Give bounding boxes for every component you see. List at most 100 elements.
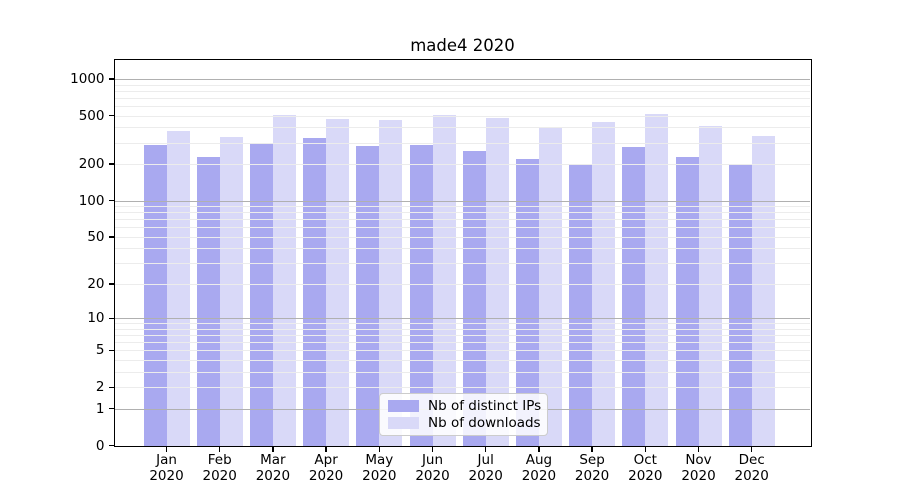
y-tick-mark (108, 317, 114, 319)
minor-gridline (115, 142, 810, 144)
major-gridline (115, 78, 810, 80)
y-tick-label: 0 (95, 437, 105, 454)
minor-gridline (115, 323, 810, 325)
minor-gridline (115, 97, 810, 99)
y-tick-label: 10 (87, 310, 105, 327)
minor-gridline (115, 371, 810, 373)
minor-gridline (115, 115, 810, 117)
minor-gridline (115, 84, 810, 86)
bar-may-distinct-ips (356, 145, 380, 446)
x-tick-mark (165, 447, 168, 452)
minor-gridline (115, 127, 810, 129)
minor-gridline (115, 263, 810, 265)
x-tick-label-oct: Oct 2020 (628, 451, 663, 485)
legend-item-downloads: Nb of downloads (388, 415, 541, 432)
x-tick-label-aug: Aug 2020 (521, 451, 557, 485)
x-tick-label-dec: Dec 2020 (734, 451, 769, 485)
bar-mar-downloads (272, 114, 296, 446)
x-tick-mark (591, 447, 593, 452)
x-tick-label-mar: Mar 2020 (255, 451, 291, 485)
minor-gridline (115, 387, 810, 389)
x-tick-mark (485, 447, 487, 452)
x-tick-label-jul: Jul 2020 (468, 451, 503, 485)
y-tick-label: 20 (87, 275, 105, 292)
x-tick-mark (219, 447, 221, 452)
y-tick-mark (108, 386, 114, 388)
x-tick-mark (644, 447, 646, 452)
bar-aug-distinct-ips (515, 159, 539, 446)
minor-gridline (115, 90, 810, 92)
minor-gridline (115, 227, 810, 229)
legend-swatch-distinct-ips (388, 400, 419, 412)
x-tick-mark (325, 447, 327, 452)
bar-jun-downloads (432, 115, 456, 446)
bar-jul-distinct-ips (462, 150, 486, 446)
y-tick-label: 2 (95, 379, 105, 396)
legend: Nb of distinct IPs Nb of downloads (379, 393, 548, 436)
legend-label-downloads: Nb of downloads (428, 415, 541, 431)
bar-jul-downloads (485, 117, 509, 446)
bar-feb-downloads (219, 136, 243, 446)
x-tick-label-jan: Jan 2020 (149, 451, 184, 485)
x-tick-mark (751, 447, 753, 452)
minor-gridline (115, 164, 810, 166)
legend-item-distinct-ips: Nb of distinct IPs (388, 398, 542, 415)
y-tick-label: 1 (95, 400, 105, 417)
bar-apr-downloads (326, 118, 350, 446)
plot-area (115, 60, 810, 446)
bar-dec-downloads (751, 135, 775, 446)
bar-apr-distinct-ips (303, 138, 327, 446)
y-tick-mark (108, 236, 114, 238)
x-tick-mark (538, 447, 540, 452)
minor-gridline (115, 335, 810, 337)
bar-oct-distinct-ips (622, 146, 646, 446)
bar-feb-distinct-ips (196, 156, 220, 446)
x-tick-mark (272, 447, 274, 452)
bar-dec-distinct-ips (728, 164, 752, 446)
major-gridline (115, 318, 810, 320)
y-tick-mark (108, 283, 114, 285)
minor-gridline (115, 350, 810, 352)
minor-gridline (115, 342, 810, 344)
bar-nov-downloads (698, 125, 722, 446)
minor-gridline (115, 248, 810, 250)
y-tick-mark (108, 163, 114, 165)
bar-aug-downloads (538, 128, 562, 446)
y-tick-label: 100 (78, 192, 105, 209)
x-tick-label-nov: Nov 2020 (681, 451, 716, 485)
y-tick-label: 5 (95, 342, 105, 359)
bar-sep-downloads (592, 121, 616, 446)
bar-sep-distinct-ips (569, 164, 593, 446)
x-tick-mark (378, 447, 380, 452)
minor-gridline (115, 236, 810, 238)
minor-gridline (115, 283, 810, 285)
y-tick-mark (108, 78, 114, 80)
x-tick-mark (431, 447, 434, 452)
bar-jan-downloads (166, 131, 190, 446)
chart-title: made4 2020 (410, 36, 515, 55)
minor-gridline (115, 106, 810, 108)
y-tick-mark (108, 444, 114, 447)
y-tick-mark (108, 349, 114, 352)
minor-gridline (115, 212, 810, 214)
y-tick-mark (108, 408, 114, 410)
x-tick-label-sep: Sep 2020 (574, 451, 610, 485)
legend-label-distinct-ips: Nb of distinct IPs (428, 398, 542, 414)
y-tick-label: 1000 (70, 70, 105, 87)
minor-gridline (115, 328, 810, 330)
bar-mar-distinct-ips (249, 144, 273, 446)
x-tick-label-feb: Feb 2020 (202, 451, 237, 485)
y-tick-label: 200 (78, 156, 105, 173)
x-tick-label-apr: Apr 2020 (308, 451, 344, 485)
major-gridline (115, 200, 810, 202)
bar-oct-downloads (645, 113, 669, 446)
y-tick-mark (108, 115, 114, 117)
x-tick-label-may: May 2020 (362, 451, 397, 485)
x-tick-label-jun: Jun 2020 (415, 451, 450, 485)
minor-gridline (115, 360, 810, 362)
minor-gridline (115, 206, 810, 208)
y-tick-mark (108, 199, 114, 202)
bar-nov-distinct-ips (675, 156, 699, 446)
legend-swatch-downloads (388, 417, 419, 429)
